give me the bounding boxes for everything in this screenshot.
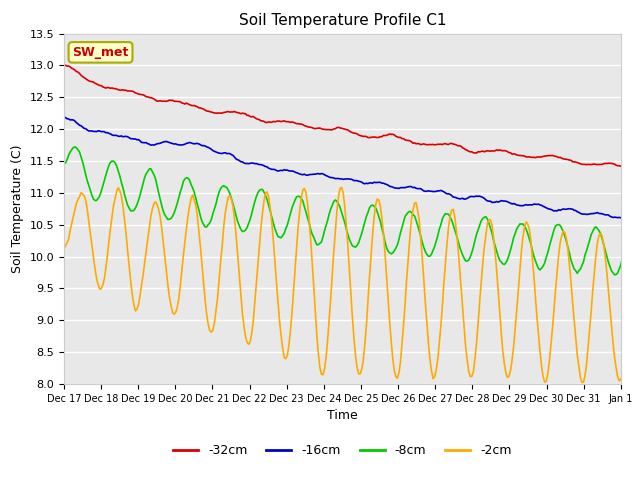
-2cm [367, 253, 375, 259]
-8cm [485, 220, 493, 226]
-32cm [60, 62, 68, 68]
-32cm [99, 84, 107, 90]
-8cm [573, 270, 581, 276]
-2cm [573, 352, 581, 358]
-16cm [60, 114, 68, 120]
-32cm [572, 159, 580, 165]
-16cm [80, 125, 88, 131]
Y-axis label: Soil Temperature (C): Soil Temperature (C) [11, 144, 24, 273]
-2cm [338, 184, 346, 190]
-2cm [485, 216, 493, 222]
-32cm [365, 135, 373, 141]
Line: -2cm: -2cm [64, 187, 640, 384]
-16cm [99, 129, 107, 134]
X-axis label: Time: Time [327, 409, 358, 422]
-8cm [367, 203, 375, 208]
-2cm [80, 193, 88, 199]
-16cm [365, 180, 373, 186]
Legend: -32cm, -16cm, -8cm, -2cm: -32cm, -16cm, -8cm, -2cm [168, 439, 516, 462]
-2cm [60, 246, 68, 252]
Text: SW_met: SW_met [72, 46, 129, 59]
-16cm [483, 198, 491, 204]
Line: -8cm: -8cm [64, 147, 640, 279]
-8cm [82, 172, 90, 178]
-32cm [483, 148, 491, 154]
Line: -32cm: -32cm [64, 65, 640, 171]
-8cm [71, 144, 79, 150]
-8cm [60, 160, 68, 166]
Line: -16cm: -16cm [64, 117, 640, 220]
Title: Soil Temperature Profile C1: Soil Temperature Profile C1 [239, 13, 446, 28]
-32cm [80, 75, 88, 81]
-8cm [100, 178, 108, 184]
-2cm [99, 282, 107, 288]
-16cm [572, 208, 580, 214]
